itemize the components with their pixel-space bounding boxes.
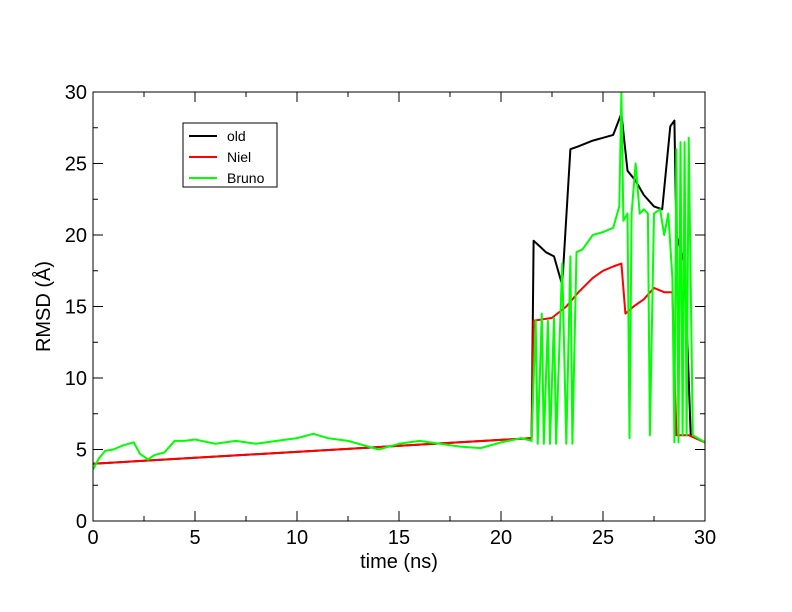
y-tick-label: 5	[76, 440, 87, 462]
legend-label-bruno: Bruno	[227, 170, 265, 186]
x-tick-label: 5	[189, 527, 200, 549]
plot-area	[93, 92, 705, 470]
series-line-niel	[93, 262, 705, 465]
x-tick-label: 0	[87, 527, 98, 549]
x-tick-label: 30	[694, 527, 716, 549]
series-line-old	[93, 112, 705, 465]
y-tick-label: 25	[65, 154, 87, 176]
y-tick-label: 15	[65, 297, 87, 319]
legend-box	[182, 122, 278, 188]
legend-label-niel: Niel	[227, 149, 251, 165]
y-tick-label: 0	[76, 511, 87, 533]
legend: old Niel Bruno	[182, 122, 278, 188]
axes: 0 5 10 15 20 25 30 0 5 10 15 20 25 30	[65, 82, 716, 549]
y-axis-title: RMSD (Å)	[32, 261, 55, 352]
y-tick-label: 20	[65, 225, 87, 247]
legend-label-old: old	[227, 128, 246, 144]
x-tick-label: 15	[388, 527, 410, 549]
y-tick-label: 30	[65, 82, 87, 104]
x-axis-title: time (ns)	[360, 551, 438, 573]
x-tick-label: 10	[286, 527, 308, 549]
x-tick-label: 20	[490, 527, 512, 549]
x-tick-label: 25	[592, 527, 614, 549]
series-line-bruno	[93, 92, 705, 470]
y-tick-label: 10	[65, 368, 87, 390]
